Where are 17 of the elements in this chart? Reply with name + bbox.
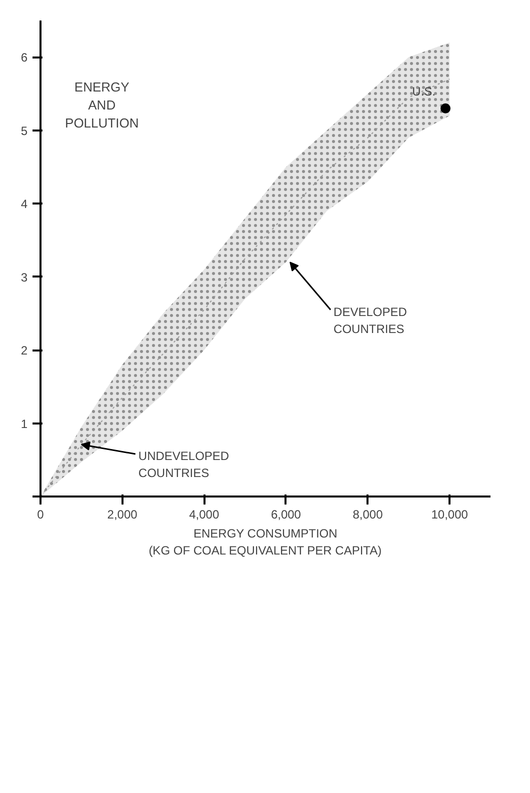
y-tick-label: 3 bbox=[20, 270, 28, 284]
x-tick-label: 6,000 bbox=[270, 508, 302, 522]
annotation: U.S. bbox=[412, 84, 436, 98]
y-tick-label: 2 bbox=[20, 344, 28, 358]
y-tick-label: 4 bbox=[20, 197, 28, 212]
x-axis-title: ENERGY CONSUMPTION (KG OF COAL EQUIVALENT PER CAPITA) bbox=[148, 526, 382, 558]
annotation: UNDEVELOPED COUNTRIES bbox=[138, 449, 230, 480]
x-tick-label: 8,000 bbox=[352, 508, 384, 522]
annotation: DEVELOPED COUNTRIES bbox=[334, 304, 408, 336]
text: ENERGY AND POLLUTION bbox=[65, 79, 139, 130]
y-tick-label: 5 bbox=[20, 124, 28, 138]
y-tick-label: 6 bbox=[20, 50, 28, 65]
x-tick-label: 10,000 bbox=[431, 508, 468, 522]
x-tick-label: 0 bbox=[37, 508, 44, 522]
y-tick-label: 1 bbox=[20, 416, 28, 431]
x-tick-label: 2,000 bbox=[107, 508, 138, 522]
x-tick-label: 4,000 bbox=[189, 508, 220, 522]
